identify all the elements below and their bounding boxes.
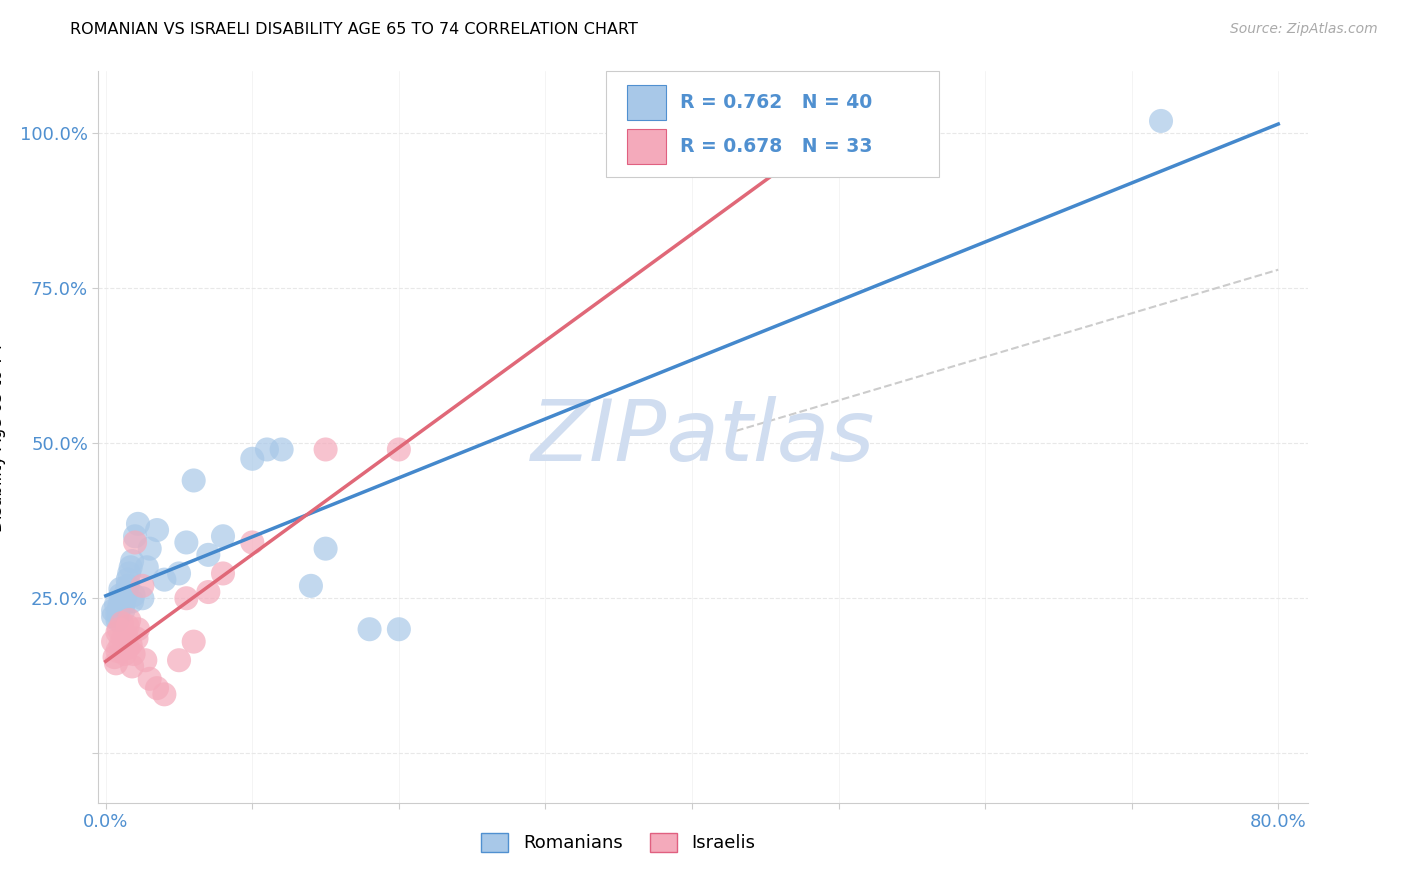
Point xyxy=(117,640,139,655)
Point xyxy=(114,647,136,661)
Point xyxy=(108,600,131,615)
Point xyxy=(315,541,337,556)
Point xyxy=(105,598,128,612)
Point xyxy=(131,591,153,606)
Point xyxy=(101,610,124,624)
Point xyxy=(153,687,176,701)
Point xyxy=(107,607,129,621)
FancyBboxPatch shape xyxy=(627,129,665,164)
Point xyxy=(105,657,128,671)
Point xyxy=(101,604,124,618)
Point xyxy=(121,554,143,568)
Point xyxy=(122,647,145,661)
Point xyxy=(138,672,160,686)
FancyBboxPatch shape xyxy=(627,86,665,120)
Point xyxy=(124,535,146,549)
Point xyxy=(183,634,205,648)
Point xyxy=(240,451,263,466)
Point xyxy=(125,632,148,646)
Text: ZIPatlas: ZIPatlas xyxy=(531,395,875,479)
Text: ROMANIAN VS ISRAELI DISABILITY AGE 65 TO 74 CORRELATION CHART: ROMANIAN VS ISRAELI DISABILITY AGE 65 TO… xyxy=(70,22,638,37)
Point xyxy=(120,638,142,652)
Point xyxy=(117,579,139,593)
Point xyxy=(270,442,292,457)
Legend: Romanians, Israelis: Romanians, Israelis xyxy=(474,826,762,860)
Point xyxy=(118,613,141,627)
Point xyxy=(124,529,146,543)
Text: R = 0.678   N = 33: R = 0.678 N = 33 xyxy=(681,137,873,156)
Point xyxy=(146,681,169,695)
FancyBboxPatch shape xyxy=(606,71,939,178)
Point xyxy=(111,615,134,630)
Point xyxy=(240,535,263,549)
Point xyxy=(117,573,139,587)
Point xyxy=(118,566,141,581)
Point xyxy=(388,442,411,457)
Point xyxy=(107,644,129,658)
Point xyxy=(110,638,132,652)
Point xyxy=(138,541,160,556)
Point xyxy=(117,619,139,633)
Point xyxy=(299,579,322,593)
Point xyxy=(197,585,219,599)
Point xyxy=(115,628,138,642)
Point xyxy=(315,442,337,457)
Point xyxy=(121,594,143,608)
Point xyxy=(176,535,198,549)
Point xyxy=(115,585,138,599)
Point xyxy=(103,650,125,665)
Point xyxy=(110,582,132,596)
Point xyxy=(112,598,135,612)
Point xyxy=(112,604,135,618)
Point xyxy=(183,474,205,488)
Point xyxy=(127,622,149,636)
Point xyxy=(127,516,149,531)
Point xyxy=(146,523,169,537)
Point xyxy=(212,529,235,543)
Point xyxy=(176,591,198,606)
Point xyxy=(107,613,129,627)
Point xyxy=(107,625,129,640)
Point xyxy=(121,659,143,673)
Point xyxy=(388,622,411,636)
Point xyxy=(256,442,278,457)
Text: R = 0.762   N = 40: R = 0.762 N = 40 xyxy=(681,94,872,112)
Point xyxy=(134,653,156,667)
Point xyxy=(110,594,132,608)
Point xyxy=(131,579,153,593)
Point xyxy=(114,591,136,606)
Point xyxy=(153,573,176,587)
Point xyxy=(1150,114,1173,128)
Point xyxy=(167,653,190,667)
Point xyxy=(120,560,142,574)
Point xyxy=(212,566,235,581)
Point xyxy=(197,548,219,562)
Y-axis label: Disability Age 65 to 74: Disability Age 65 to 74 xyxy=(0,343,6,532)
Point xyxy=(135,560,157,574)
Point xyxy=(122,588,145,602)
Text: Source: ZipAtlas.com: Source: ZipAtlas.com xyxy=(1230,22,1378,37)
Point xyxy=(359,622,381,636)
Point xyxy=(110,588,132,602)
Point xyxy=(112,632,135,646)
Point xyxy=(167,566,190,581)
Point xyxy=(108,622,131,636)
Point xyxy=(101,634,124,648)
